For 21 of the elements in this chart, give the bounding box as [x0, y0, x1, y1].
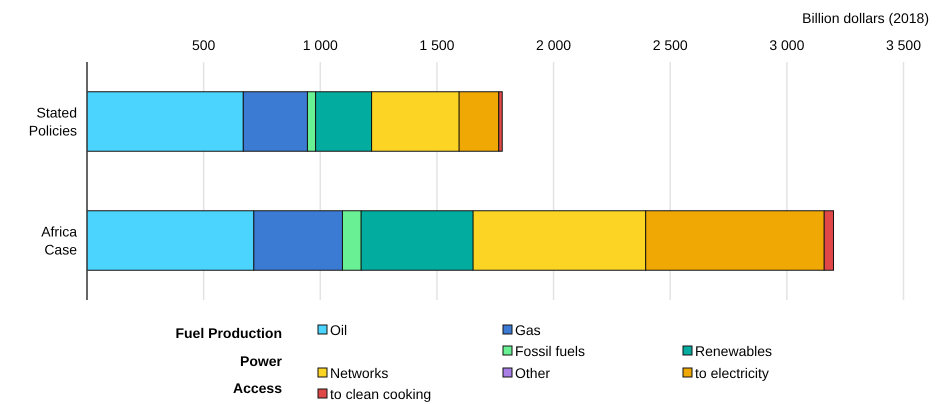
x-tick-label: 2 000 — [536, 37, 572, 53]
x-axis-title: Billion dollars (2018) — [802, 10, 929, 26]
x-tick-label: 500 — [192, 37, 216, 53]
text: Power — [240, 353, 283, 369]
legend-label: to clean cooking — [330, 386, 432, 402]
text: Fuel Production — [175, 325, 282, 341]
y-tick-label: Stated Policies — [28, 104, 77, 138]
x-tick-label: 1 000 — [302, 37, 338, 53]
y-tick-label: Africa Case — [41, 224, 78, 258]
x-tick-label: 3 500 — [886, 37, 922, 53]
legend-label: Other — [515, 365, 550, 381]
legend-label: Oil — [330, 322, 348, 338]
legend-label: Networks — [330, 365, 388, 381]
text: Access — [232, 380, 282, 396]
x-tick-label: 3 000 — [769, 37, 805, 53]
legend-label: Fossil fuels — [515, 343, 586, 359]
legend-label: to electricity — [695, 365, 769, 381]
legend-label: Renewables — [695, 343, 772, 359]
legend-label: Gas — [515, 322, 541, 338]
x-tick-label: 2 500 — [652, 37, 688, 53]
x-tick-label: 1 500 — [419, 37, 455, 53]
